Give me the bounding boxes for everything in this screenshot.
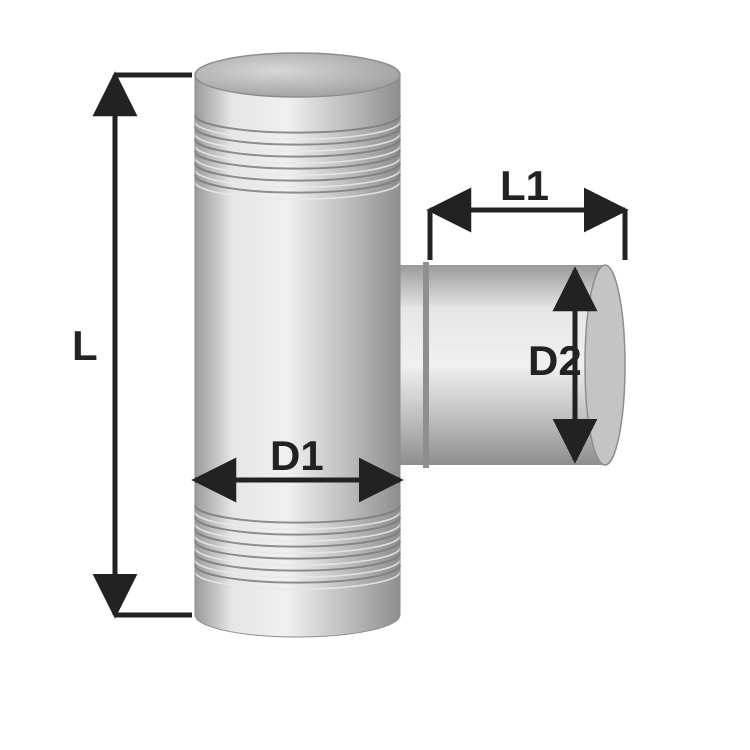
dim-label-D2: D2 [528,337,582,384]
dim-label-L1: L1 [500,162,549,209]
tee-fitting-diagram: L D1 L1 D2 [0,0,750,750]
dim-label-L: L [72,322,98,369]
dim-label-D1: D1 [270,432,324,479]
